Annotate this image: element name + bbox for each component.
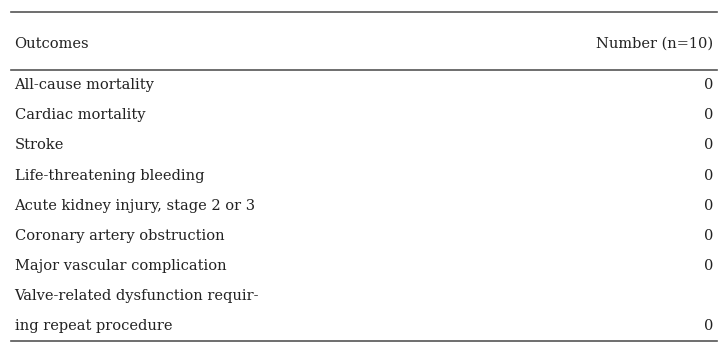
Text: 0: 0 bbox=[704, 168, 713, 183]
Text: 0: 0 bbox=[704, 229, 713, 243]
Text: Outcomes: Outcomes bbox=[15, 37, 90, 51]
Text: Coronary artery obstruction: Coronary artery obstruction bbox=[15, 229, 224, 243]
Text: Valve-related dysfunction requir-: Valve-related dysfunction requir- bbox=[15, 289, 259, 303]
Text: Life-threatening bleeding: Life-threatening bleeding bbox=[15, 168, 204, 183]
Text: All-cause mortality: All-cause mortality bbox=[15, 78, 154, 92]
Text: Major vascular complication: Major vascular complication bbox=[15, 259, 226, 273]
Text: 0: 0 bbox=[704, 108, 713, 122]
Text: 0: 0 bbox=[704, 319, 713, 333]
Text: Stroke: Stroke bbox=[15, 139, 64, 152]
Text: 0: 0 bbox=[704, 139, 713, 152]
Text: ing repeat procedure: ing repeat procedure bbox=[15, 319, 172, 333]
Text: Cardiac mortality: Cardiac mortality bbox=[15, 108, 145, 122]
Text: 0: 0 bbox=[704, 78, 713, 92]
Text: Acute kidney injury, stage 2 or 3: Acute kidney injury, stage 2 or 3 bbox=[15, 199, 256, 213]
Text: 0: 0 bbox=[704, 259, 713, 273]
Text: Number (n=10): Number (n=10) bbox=[596, 37, 713, 51]
Text: 0: 0 bbox=[704, 199, 713, 213]
